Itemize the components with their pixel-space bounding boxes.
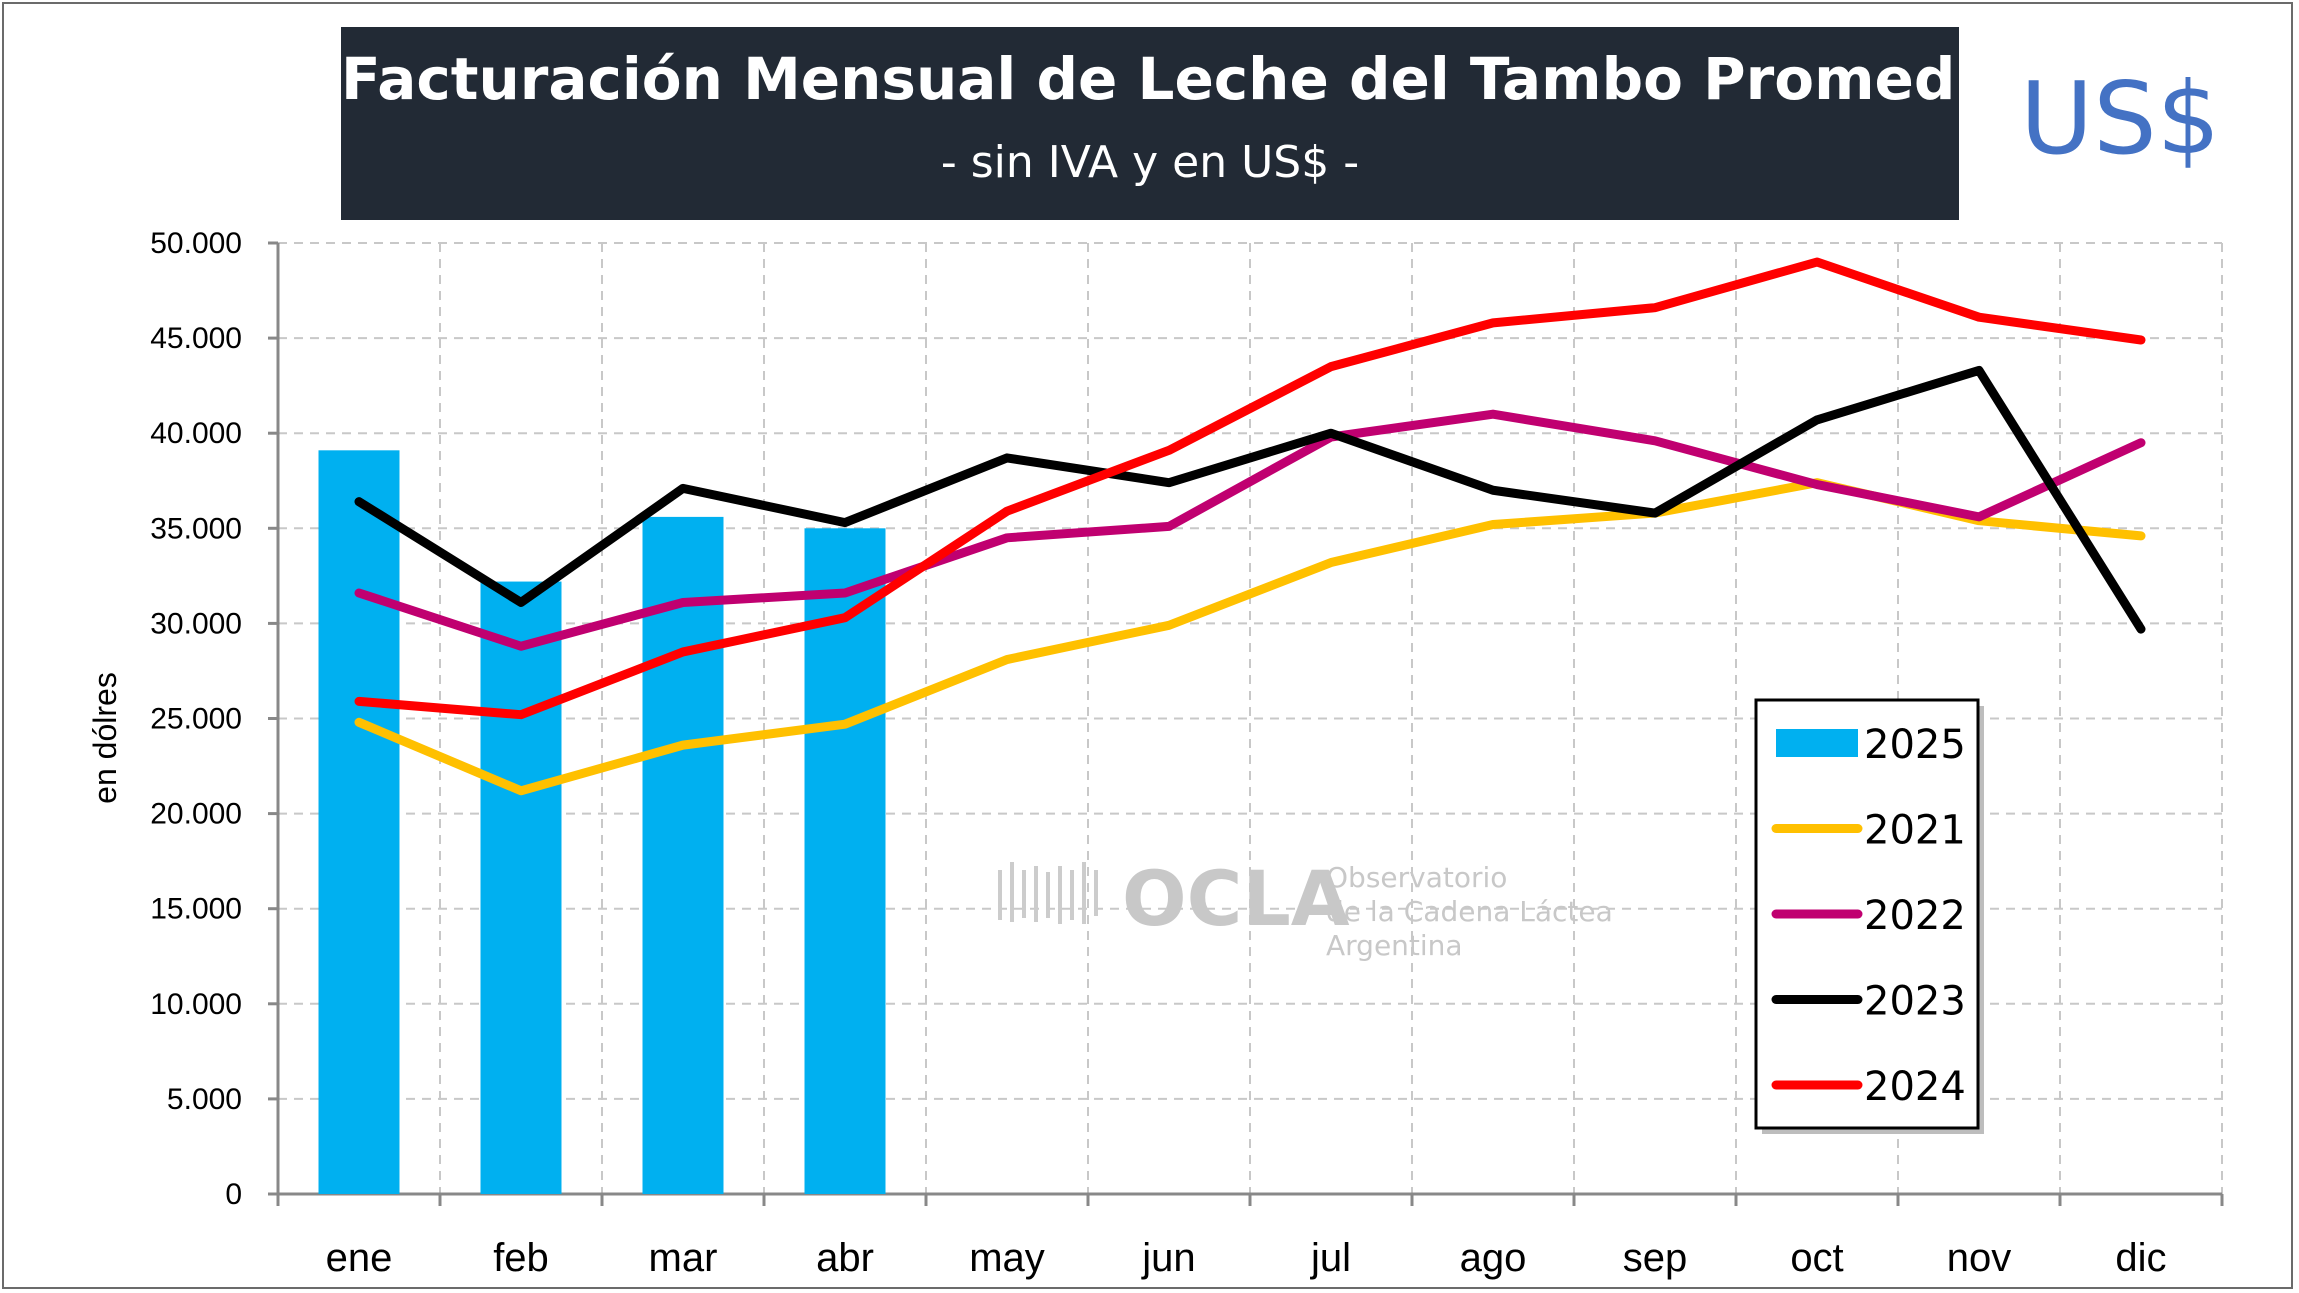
point-2021-ago (1492, 523, 1494, 525)
point-2024-oct (1816, 261, 1818, 263)
legend-label-2025: 2025 (1864, 722, 1966, 768)
x-tick-label: jul (1310, 1236, 1351, 1280)
point-2021-jun (1168, 624, 1170, 626)
point-2022-may (1006, 537, 1008, 539)
y-tick-label: 35.000 (150, 512, 242, 545)
x-tick-label: mar (649, 1236, 718, 1280)
point-2024-jul (1330, 366, 1332, 368)
point-2024-ago (1492, 322, 1494, 324)
point-2023-feb (520, 601, 522, 603)
point-2024-ene (358, 700, 360, 702)
point-2023-dic (2140, 628, 2142, 630)
y-tick-label: 50.000 (150, 227, 242, 260)
chart-subtitle: - sin IVA y en US$ - (940, 137, 1360, 188)
point-2024-jun (1168, 449, 1170, 451)
x-tick-label: sep (1623, 1236, 1688, 1280)
line-series (354, 257, 2146, 796)
point-2022-sep (1654, 440, 1656, 442)
point-2024-feb (520, 714, 522, 716)
point-2022-ene (358, 592, 360, 594)
watermark-line1: Observatorio (1326, 861, 1507, 894)
point-2022-nov (1978, 516, 1980, 518)
line-2022 (354, 409, 2146, 651)
point-2024-nov (1978, 316, 1980, 318)
bar-2025-abr (804, 528, 886, 1194)
y-tick-label: 5.000 (167, 1083, 242, 1116)
ocla-watermark: OCLA Observatorio de la Cadena Láctea Ar… (998, 854, 1613, 962)
point-2023-jul (1330, 432, 1332, 434)
x-tick-label: oct (1790, 1236, 1843, 1280)
watermark-line2: de la Cadena Láctea (1326, 895, 1613, 928)
line-2024 (354, 257, 2146, 720)
x-tick-label: abr (816, 1236, 874, 1280)
point-2023-ago (1492, 489, 1494, 491)
y-tick-label: 25.000 (150, 703, 242, 736)
legend-swatch-2025 (1776, 729, 1858, 757)
legend-label-2024: 2024 (1864, 1064, 1966, 1110)
line-2023 (354, 365, 2146, 634)
axes: 0 5.000 10.000 15.000 20.000 25.000 30.000 35.0… (150, 227, 2224, 1280)
point-2024-abr (844, 617, 846, 619)
x-tick-label: may (969, 1236, 1045, 1280)
point-2023-nov (1978, 369, 1980, 371)
point-2021-mar (682, 744, 684, 746)
point-2022-abr (844, 592, 846, 594)
point-2023-mar (682, 487, 684, 489)
point-2024-may (1006, 510, 1008, 512)
x-tick-label: feb (493, 1236, 549, 1280)
point-2023-abr (844, 522, 846, 524)
point-2022-oct (1816, 484, 1818, 486)
y-tick-label: 15.000 (150, 893, 242, 926)
point-2021-jul (1330, 562, 1332, 564)
y-tick-label: 10.000 (150, 988, 242, 1021)
bar-2025-feb (480, 581, 562, 1194)
x-tick-label: ago (1460, 1236, 1527, 1280)
x-tick-label: ene (326, 1236, 393, 1280)
y-tick-label: 45.000 (150, 322, 242, 355)
bar-series (318, 450, 886, 1194)
x-tick-label: nov (1947, 1236, 2012, 1280)
y-tick-label: 0 (225, 1178, 242, 1211)
x-tick-label: jun (1141, 1236, 1195, 1280)
title-banner: Facturación Mensual de Leche del Tambo P… (341, 27, 2016, 220)
point-2021-abr (844, 723, 846, 725)
point-2022-feb (520, 645, 522, 647)
point-2022-dic (2140, 442, 2142, 444)
point-2021-feb (520, 790, 522, 792)
watermark-name: OCLA (1122, 854, 1350, 943)
point-2023-jun (1168, 482, 1170, 484)
point-2022-ago (1492, 413, 1494, 415)
point-2021-ene (358, 721, 360, 723)
point-2021-dic (2140, 535, 2142, 537)
point-2023-may (1006, 457, 1008, 459)
legend-label-2021: 2021 (1864, 808, 1966, 854)
legend-label-2023: 2023 (1864, 979, 1966, 1025)
point-2024-sep (1654, 307, 1656, 309)
y-axis-label: en dólres (87, 672, 123, 804)
point-2024-mar (682, 651, 684, 653)
watermark-line3: Argentina (1326, 929, 1463, 962)
ocla-logo-icon (998, 862, 1098, 924)
point-2024-dic (2140, 339, 2142, 341)
point-2023-sep (1654, 512, 1656, 514)
bar-2025-mar (642, 516, 724, 1194)
y-tick-label: 40.000 (150, 417, 242, 450)
currency-badge: US$ (2020, 60, 2221, 177)
y-tick-label: 20.000 (150, 798, 242, 831)
point-2023-oct (1816, 419, 1818, 421)
point-2022-mar (682, 601, 684, 603)
point-2023-ene (358, 501, 360, 503)
point-2022-jun (1168, 525, 1170, 527)
bar-2025-ene (318, 450, 400, 1194)
y-tick-label: 30.000 (150, 607, 242, 640)
chart-title: Facturación Mensual de Leche del Tambo P… (341, 45, 2016, 113)
legend: 2025 2021 2022 2023 2024 (1754, 698, 1984, 1134)
legend-label-2022: 2022 (1864, 893, 1966, 939)
x-tick-label: dic (2115, 1236, 2166, 1280)
point-2021-may (1006, 659, 1008, 661)
